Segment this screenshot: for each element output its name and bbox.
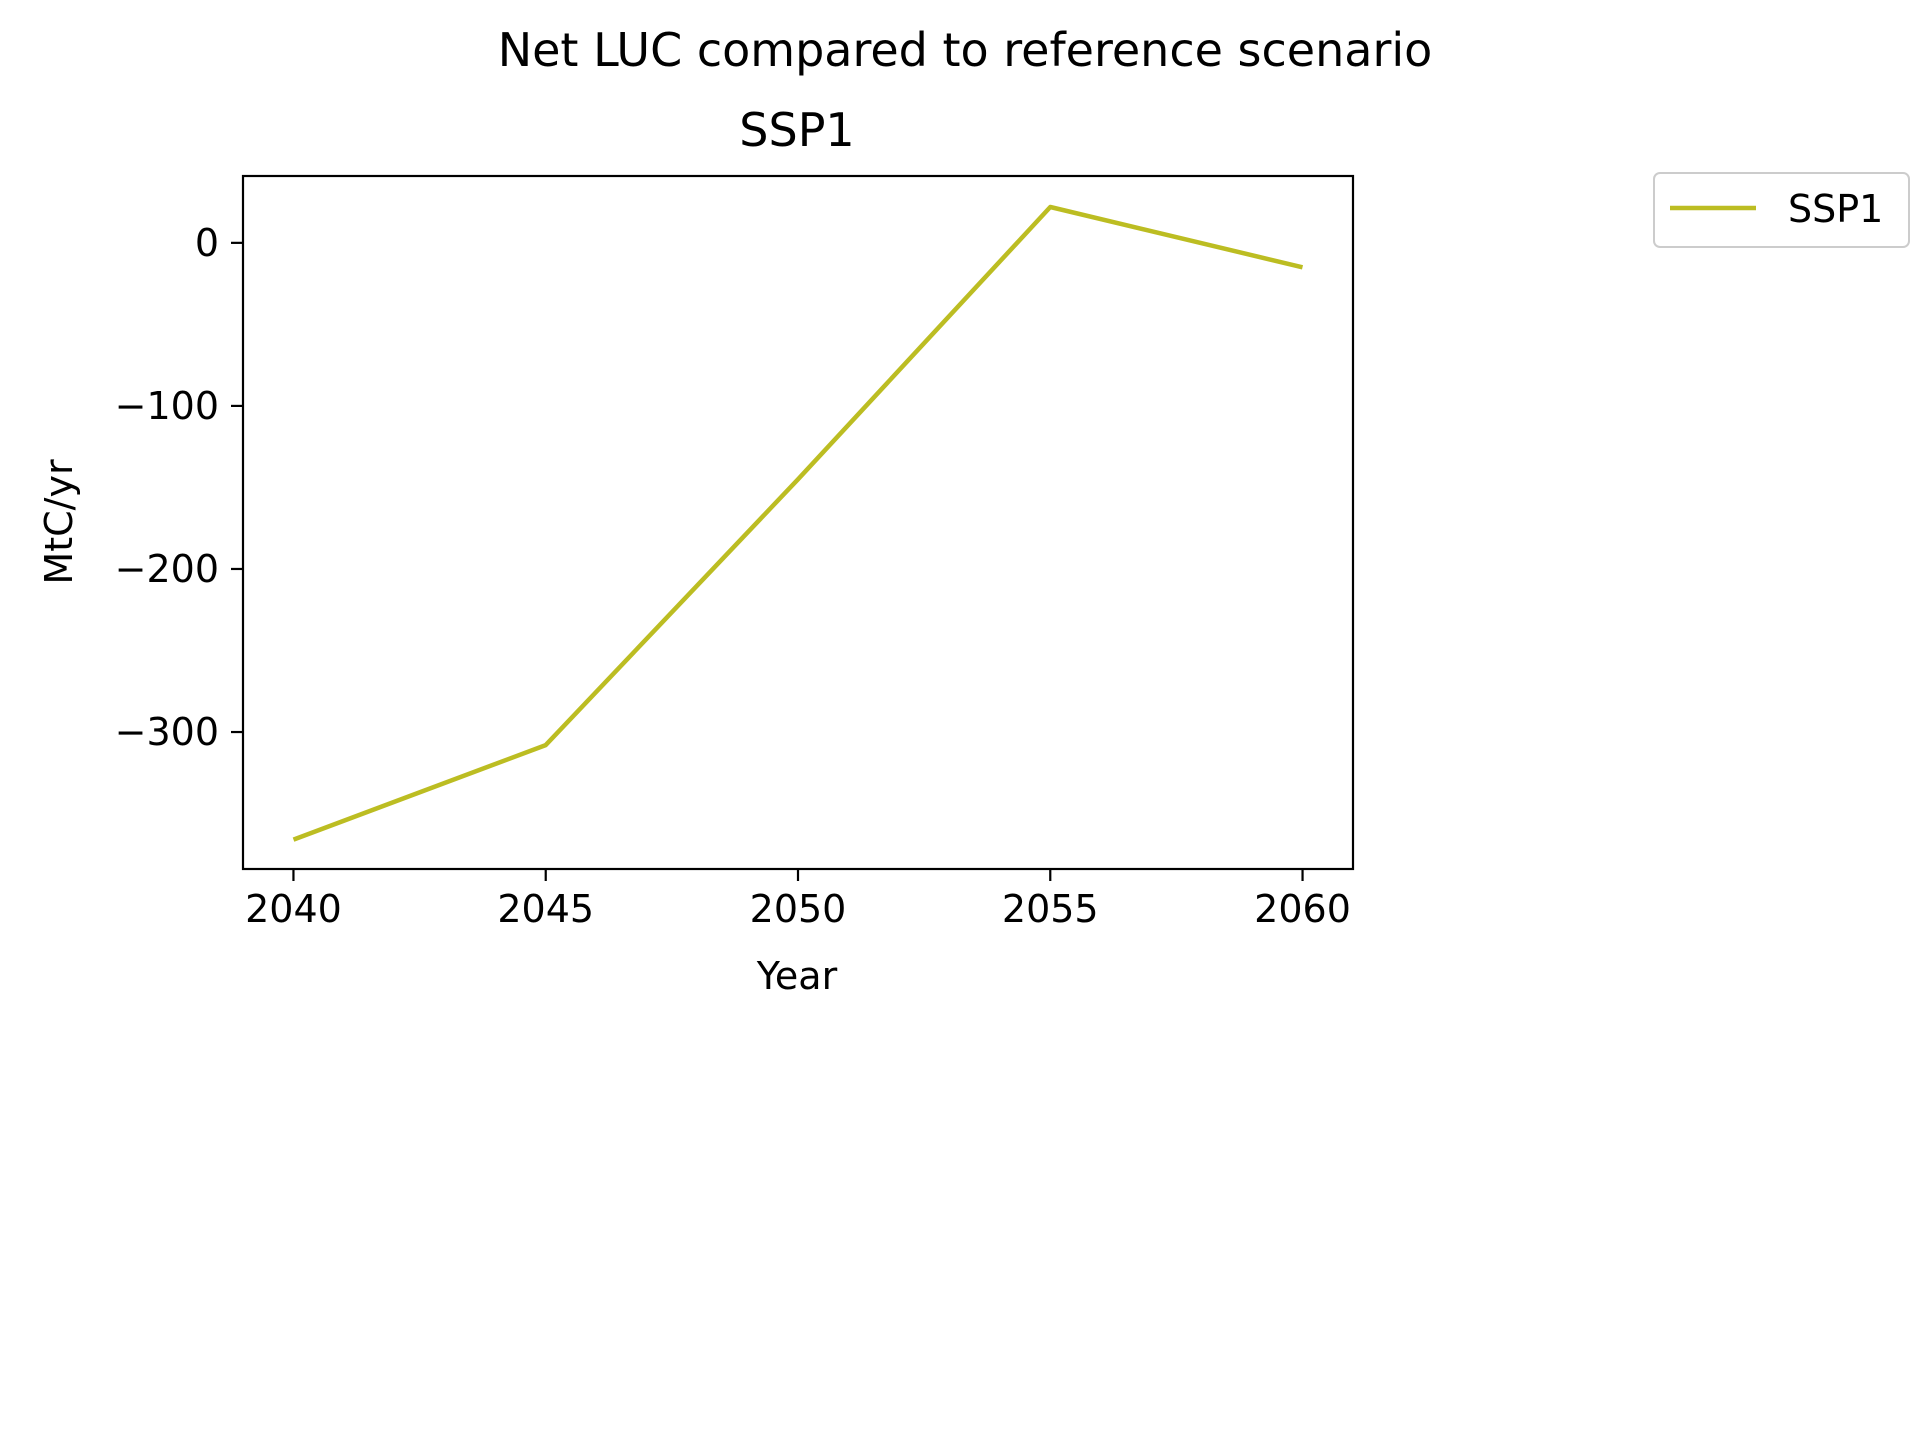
legend: SSP1 xyxy=(1653,172,1910,248)
x-tick-label: 2060 xyxy=(1254,887,1351,931)
y-tick-label: 0 xyxy=(195,221,219,265)
y-axis-ticks: 0 −100 −200 −300 xyxy=(115,221,243,754)
axes-frame xyxy=(241,174,1355,871)
figure-suptitle: Net LUC compared to reference scenario xyxy=(498,23,1433,77)
series-layer xyxy=(292,204,1304,842)
x-tick-label: 2050 xyxy=(750,887,847,931)
y-tick-label: −200 xyxy=(115,547,219,591)
y-tick-label: −100 xyxy=(115,384,219,428)
x-tick-label: 2055 xyxy=(1002,887,1099,931)
x-tick-label: 2045 xyxy=(497,887,594,931)
x-axis-ticks: 2040 2045 2050 2055 2060 xyxy=(245,869,1351,931)
x-tick-label: 2040 xyxy=(245,887,342,931)
legend-label-ssp1: SSP1 xyxy=(1788,187,1883,231)
plot-area xyxy=(241,174,1355,871)
legend-box xyxy=(1653,172,1910,248)
y-axis-label: MtC/yr xyxy=(37,459,81,585)
chart-title: SSP1 xyxy=(739,103,854,157)
series-line-ssp1 xyxy=(292,204,1304,842)
x-axis-label: Year xyxy=(756,954,838,998)
y-tick-label: −300 xyxy=(115,710,219,754)
